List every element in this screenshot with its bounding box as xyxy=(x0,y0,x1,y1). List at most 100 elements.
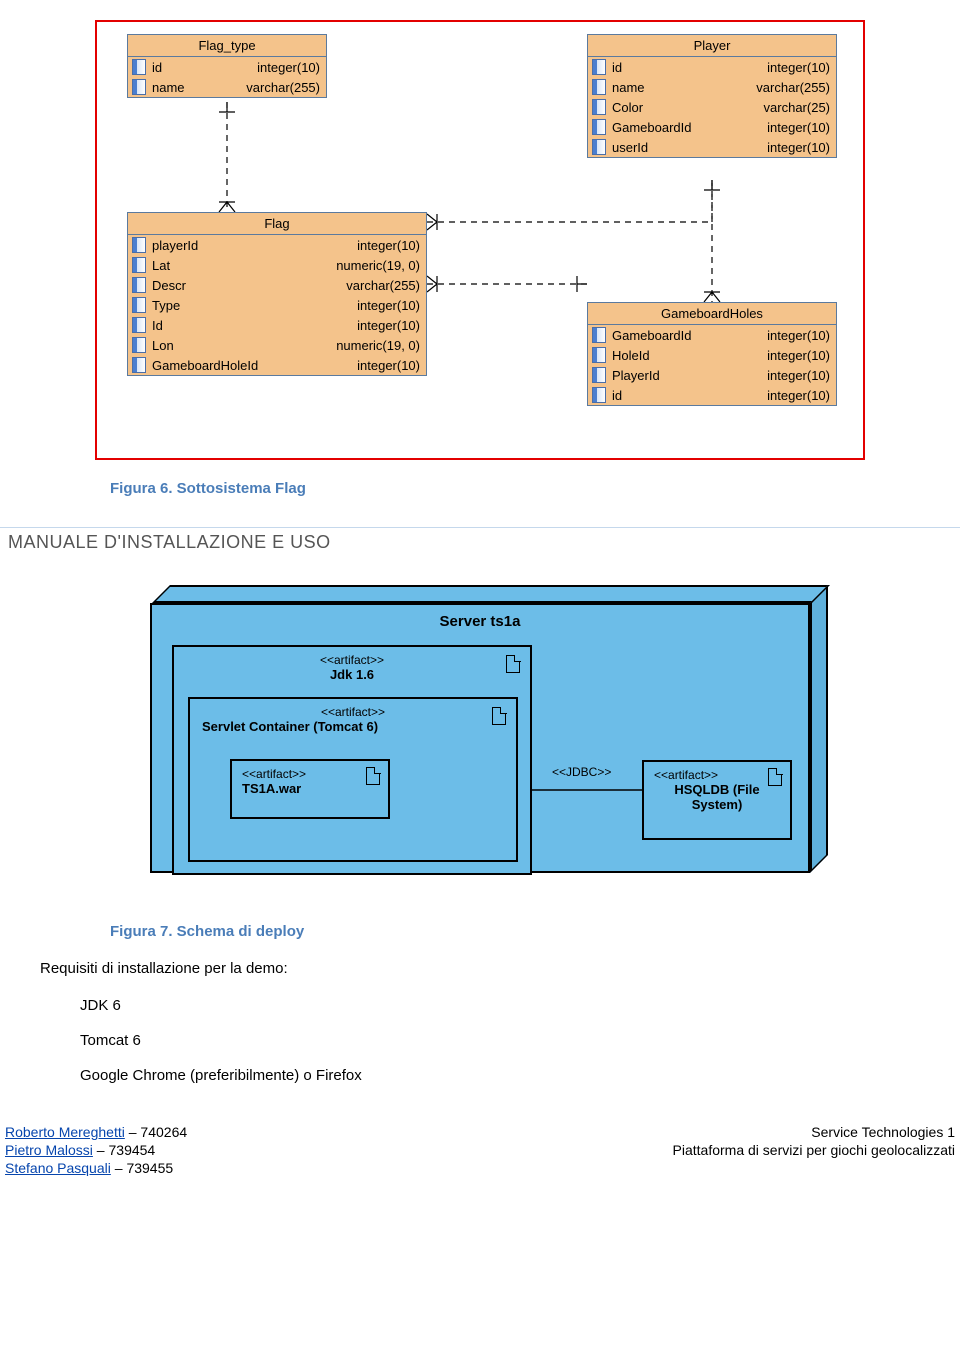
document-icon xyxy=(768,768,782,786)
column-type: integer(10) xyxy=(347,238,420,253)
column-icon xyxy=(132,257,146,273)
column-type: integer(10) xyxy=(757,348,830,363)
entity-column: HoleIdinteger(10) xyxy=(588,345,836,365)
column-icon xyxy=(132,237,146,253)
column-icon xyxy=(592,347,606,363)
artifact-servlet: <<artifact>> Servlet Container (Tomcat 6… xyxy=(188,697,518,862)
column-icon xyxy=(132,277,146,293)
figure-6-caption: Figura 6. Sottosistema Flag xyxy=(110,480,960,497)
column-name: id xyxy=(152,60,247,75)
column-icon xyxy=(132,297,146,313)
stereotype-label: <<artifact>> xyxy=(186,653,518,667)
column-icon xyxy=(592,119,606,135)
stereotype-label: <<artifact>> xyxy=(242,767,378,781)
column-type: numeric(19, 0) xyxy=(326,258,420,273)
author-link[interactable]: Stefano Pasquali xyxy=(5,1160,111,1176)
author-id: 739455 xyxy=(126,1160,173,1176)
entity-column: GameboardIdinteger(10) xyxy=(588,117,836,137)
column-type: varchar(255) xyxy=(336,278,420,293)
column-type: integer(10) xyxy=(757,60,830,75)
column-name: Lat xyxy=(152,258,326,273)
entity-column: GameboardIdinteger(10) xyxy=(588,325,836,345)
column-type: integer(10) xyxy=(757,328,830,343)
section-header: MANUALE D'INSTALLAZIONE E USO xyxy=(0,527,960,553)
column-name: name xyxy=(612,80,746,95)
column-icon xyxy=(592,367,606,383)
entity-column: Latnumeric(19, 0) xyxy=(128,255,426,275)
column-type: numeric(19, 0) xyxy=(326,338,420,353)
column-icon xyxy=(592,327,606,343)
footer-line: Service Technologies 1 xyxy=(673,1124,955,1140)
column-name: PlayerId xyxy=(612,368,757,383)
column-name: userId xyxy=(612,140,757,155)
column-icon xyxy=(592,59,606,75)
entity-column: Colorvarchar(25) xyxy=(588,97,836,117)
column-type: varchar(255) xyxy=(236,80,320,95)
entity-column: userIdinteger(10) xyxy=(588,137,836,157)
column-type: varchar(255) xyxy=(746,80,830,95)
author-id: 740264 xyxy=(140,1124,187,1140)
column-name: GameboardHoleId xyxy=(152,358,347,373)
footer-line: Piattaforma di servizi per giochi geoloc… xyxy=(673,1142,955,1158)
entity-column: idinteger(10) xyxy=(588,57,836,77)
column-icon xyxy=(132,357,146,373)
artifact-name: TS1A.war xyxy=(242,781,378,796)
artifact-name: Servlet Container (Tomcat 6) xyxy=(202,719,504,734)
artifact-hsqldb: <<artifact>> HSQLDB (File System) xyxy=(642,760,792,840)
list-item: Google Chrome (preferibilmente) o Firefo… xyxy=(80,1067,960,1084)
document-icon xyxy=(506,655,520,673)
footer-authors: Roberto Mereghetti – 740264 Pietro Malos… xyxy=(5,1124,187,1178)
column-icon xyxy=(592,139,606,155)
entity-column: idinteger(10) xyxy=(588,385,836,405)
column-name: id xyxy=(612,60,757,75)
column-type: integer(10) xyxy=(757,140,830,155)
entity-column: Descrvarchar(255) xyxy=(128,275,426,295)
column-name: Id xyxy=(152,318,347,333)
column-icon xyxy=(132,337,146,353)
stereotype-label: <<artifact>> xyxy=(202,705,504,719)
entity-title: Player xyxy=(588,35,836,57)
author-link[interactable]: Roberto Mereghetti xyxy=(5,1124,125,1140)
column-icon xyxy=(592,387,606,403)
column-name: GameboardId xyxy=(612,120,757,135)
artifact-name: Jdk 1.6 xyxy=(186,667,518,682)
author-id: 739454 xyxy=(109,1142,156,1158)
requirements-intro: Requisiti di installazione per la demo: xyxy=(40,960,960,977)
column-icon xyxy=(132,79,146,95)
column-type: integer(10) xyxy=(757,388,830,403)
column-type: integer(10) xyxy=(347,358,420,373)
entity-column: playerIdinteger(10) xyxy=(128,235,426,255)
column-name: playerId xyxy=(152,238,347,253)
column-type: integer(10) xyxy=(247,60,320,75)
column-name: Type xyxy=(152,298,347,313)
entity-flag_type: Flag_typeidinteger(10)namevarchar(255) xyxy=(127,34,327,98)
page-footer: Roberto Mereghetti – 740264 Pietro Malos… xyxy=(0,1124,960,1178)
list-item: Tomcat 6 xyxy=(80,1032,960,1049)
column-name: name xyxy=(152,80,236,95)
column-icon xyxy=(592,99,606,115)
entity-column: PlayerIdinteger(10) xyxy=(588,365,836,385)
column-type: varchar(25) xyxy=(754,100,830,115)
column-type: integer(10) xyxy=(757,368,830,383)
deployment-diagram: Server ts1a <<artifact>> Jdk 1.6 <<artif… xyxy=(130,583,830,893)
entity-column: namevarchar(255) xyxy=(128,77,326,97)
column-icon xyxy=(132,317,146,333)
entity-title: Flag xyxy=(128,213,426,235)
author-link[interactable]: Pietro Malossi xyxy=(5,1142,93,1158)
column-name: HoleId xyxy=(612,348,757,363)
entity-player: Playeridinteger(10)namevarchar(255)Color… xyxy=(587,34,837,158)
entity-column: idinteger(10) xyxy=(128,57,326,77)
column-name: Descr xyxy=(152,278,336,293)
server-title: Server ts1a xyxy=(152,613,808,630)
column-type: integer(10) xyxy=(347,318,420,333)
column-name: GameboardId xyxy=(612,328,757,343)
figure-7-caption: Figura 7. Schema di deploy xyxy=(110,923,960,940)
entity-column: Idinteger(10) xyxy=(128,315,426,335)
document-icon xyxy=(492,707,506,725)
entity-title: Flag_type xyxy=(128,35,326,57)
artifact-name: HSQLDB (File System) xyxy=(654,782,780,812)
column-name: Color xyxy=(612,100,754,115)
column-name: id xyxy=(612,388,757,403)
artifact-jdk: <<artifact>> Jdk 1.6 <<artifact>> Servle… xyxy=(172,645,532,875)
entity-flag: FlagplayerIdinteger(10)Latnumeric(19, 0)… xyxy=(127,212,427,376)
